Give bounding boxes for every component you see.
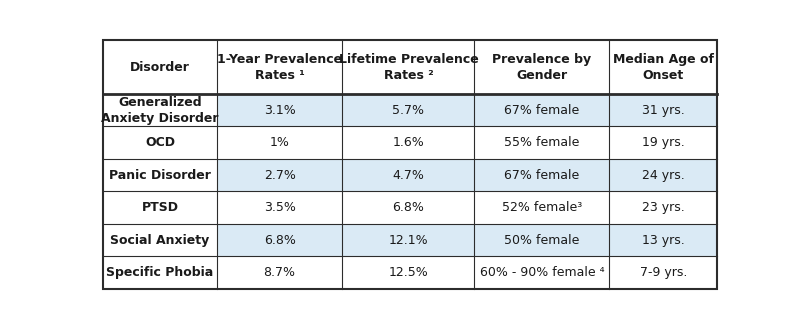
Text: 1%: 1% [270,136,290,149]
Text: OCD: OCD [145,136,175,149]
Bar [610,224,717,256]
Text: 12.5%: 12.5% [389,266,428,279]
Text: Disorder: Disorder [130,61,190,74]
Text: 19 yrs.: 19 yrs. [642,136,685,149]
Bar [474,94,610,126]
Bar [342,224,474,256]
Text: 6.8%: 6.8% [393,201,425,214]
Bar [103,159,217,191]
Bar [217,256,342,289]
Bar [103,224,217,256]
Text: 24 yrs.: 24 yrs. [642,169,685,182]
Text: Specific Phobia: Specific Phobia [106,266,214,279]
Text: Panic Disorder: Panic Disorder [109,169,211,182]
Text: Lifetime Prevalence
Rates ²: Lifetime Prevalence Rates ² [338,52,478,82]
Text: 1.6%: 1.6% [393,136,424,149]
Bar [610,126,717,159]
Text: Social Anxiety: Social Anxiety [110,234,210,246]
Bar [217,159,342,191]
Text: Median Age of
Onset: Median Age of Onset [613,52,714,82]
Text: 4.7%: 4.7% [393,169,425,182]
Bar [103,126,217,159]
Text: Generalized
Anxiety Disorder: Generalized Anxiety Disorder [101,96,218,125]
Text: 8.7%: 8.7% [263,266,295,279]
Bar [103,191,217,224]
Bar [217,94,342,126]
Text: PTSD: PTSD [142,201,178,214]
Bar [474,159,610,191]
Bar [342,256,474,289]
Text: 3.5%: 3.5% [264,201,295,214]
Text: 2.7%: 2.7% [264,169,295,182]
Bar [217,126,342,159]
Text: 60% - 90% female ⁴: 60% - 90% female ⁴ [480,266,604,279]
Text: 12.1%: 12.1% [389,234,428,246]
Bar [217,224,342,256]
Bar [610,256,717,289]
Bar [342,94,474,126]
Text: 5.7%: 5.7% [393,104,425,117]
Text: 67% female: 67% female [504,169,579,182]
Bar [103,256,217,289]
Text: 23 yrs.: 23 yrs. [642,201,685,214]
Bar [342,159,474,191]
Text: 13 yrs.: 13 yrs. [642,234,685,246]
Bar [103,94,217,126]
Bar [217,191,342,224]
Text: 7-9 yrs.: 7-9 yrs. [639,266,687,279]
Text: 1-Year Prevalence
Rates ¹: 1-Year Prevalence Rates ¹ [217,52,342,82]
Bar [610,94,717,126]
Bar [474,256,610,289]
Text: 52% female³: 52% female³ [502,201,582,214]
Bar [342,191,474,224]
Bar [342,126,474,159]
Bar [610,159,717,191]
Bar [610,191,717,224]
Bar [474,191,610,224]
Text: 50% female: 50% female [504,234,580,246]
Text: 6.8%: 6.8% [264,234,295,246]
Text: 31 yrs.: 31 yrs. [642,104,685,117]
Text: 67% female: 67% female [504,104,579,117]
Bar [474,224,610,256]
Bar [103,40,717,94]
Text: 55% female: 55% female [504,136,580,149]
Text: 3.1%: 3.1% [264,104,295,117]
Text: Prevalence by
Gender: Prevalence by Gender [493,52,591,82]
Bar [474,126,610,159]
